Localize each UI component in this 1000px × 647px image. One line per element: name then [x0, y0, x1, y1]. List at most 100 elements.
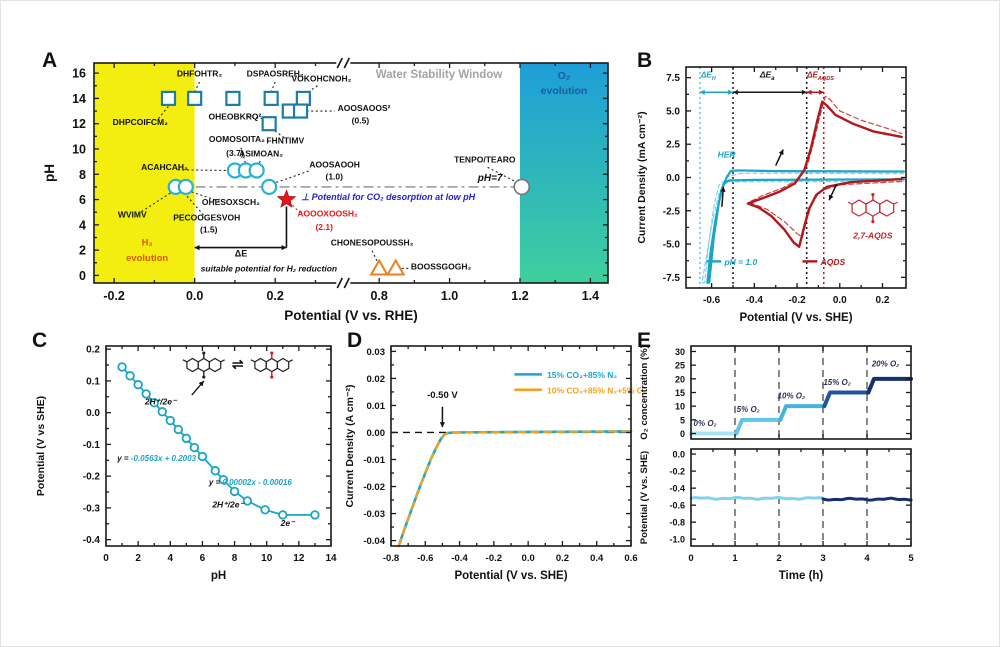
data-marker-circle — [210, 466, 220, 476]
annotation-label: CHONESOPOUSSH₂ — [331, 238, 414, 248]
y-tick-label: 20 — [675, 374, 685, 384]
y-tick-label: -0.3 — [83, 503, 101, 514]
x-axis-title: pH — [211, 570, 226, 582]
leader-line — [292, 204, 301, 214]
y-tick-label: 0.00 — [367, 428, 386, 439]
y-tick-label: 25 — [675, 361, 685, 371]
leader-line — [270, 81, 276, 93]
x-tick-label: -0.6 — [417, 553, 433, 564]
x-tick-label: -0.4 — [451, 553, 468, 564]
axis-break-slash — [336, 277, 344, 289]
data-marker-circle — [117, 362, 127, 372]
panel-b: B ΔEH ΔEa ΔEAQDS HER pH = 1.0 AQDS 2,7-AQDS -0.… — [631, 41, 996, 326]
y-tick-label: -0.4 — [83, 535, 101, 546]
molecule-ring — [865, 199, 881, 217]
x-tick-label: 10 — [261, 553, 273, 564]
leader-line — [246, 115, 267, 120]
arrowhead — [801, 89, 807, 95]
annotation-label: OOMOSOITA₂ — [209, 134, 265, 144]
y-tick-label: 6 — [79, 193, 86, 207]
annotation-label: ΔEH — [700, 71, 717, 83]
y-tick-label: -7.5 — [663, 273, 681, 284]
annotation-label: ΔEa — [759, 70, 775, 83]
y-tick-label: 4 — [79, 218, 86, 232]
x-tick-label: -0.4 — [746, 295, 764, 306]
y-tick-label: -5.0 — [663, 240, 681, 251]
x-tick-label: 0.6 — [624, 553, 637, 564]
annotation-label: O₂ — [558, 70, 571, 82]
y-tick-label: -0.02 — [363, 482, 385, 493]
plot-frame — [105, 345, 332, 547]
panel-a: A DHFOHTR₂ DSPAOSREH₂ VOKOHCNOH₂ DHPCOIFCM₂… — [36, 41, 631, 326]
data-marker-circle — [141, 389, 151, 399]
data-marker-square — [160, 90, 177, 107]
y-tick-label: -1.0 — [669, 535, 685, 545]
y-tick-label: 0.03 — [367, 347, 386, 358]
o2-evolution-region — [519, 63, 608, 283]
oxygen-atom — [202, 351, 206, 355]
arrowhead — [194, 245, 200, 251]
annotation-label: ASIMOAN₂ — [239, 149, 283, 159]
oxygen-atom — [871, 193, 875, 197]
x-tick-label: 4 — [168, 553, 174, 564]
arrowhead — [720, 186, 726, 192]
annotation-label: OHEOBKRQ² — [208, 111, 261, 121]
x-tick-label: 0.2 — [556, 553, 569, 564]
annotation-label: H₂ — [142, 238, 153, 249]
x-tick-label: 3 — [820, 553, 825, 564]
y-axis-title: O₂ concentration (%) — [639, 345, 650, 439]
annotation-label: HER — [718, 150, 737, 160]
fit-equation: y = -0.0563x + 0.2003 — [116, 454, 196, 463]
molecule-ring — [186, 357, 199, 373]
annotation-label: DSPAOSREH₂ — [247, 68, 304, 78]
y-axis-title: pH — [42, 164, 57, 182]
oxygen-atom — [871, 220, 875, 224]
onset-potential-label: -0.50 V — [427, 390, 458, 401]
y-tick-label: 14 — [72, 92, 86, 106]
o2-step-5 — [734, 417, 783, 436]
plot-frame — [685, 66, 907, 289]
annotation-label: AOOSAOOS² — [338, 103, 391, 113]
y-tick-label: 5.0 — [666, 106, 680, 117]
leader-line — [487, 166, 518, 183]
x-tick-label: 2 — [776, 553, 781, 564]
y-axis-title: Potential (V vs SHE) — [35, 396, 47, 496]
arrowhead — [699, 89, 705, 95]
annotation-label: (2.1) — [315, 222, 333, 232]
x-tick-label: 4 — [864, 553, 870, 564]
y-tick-label: 7.5 — [666, 73, 680, 84]
o2-step-label: 15% O₂ — [823, 378, 851, 387]
x-tick-label: 6 — [200, 553, 206, 564]
x-tick-label: 14 — [325, 553, 337, 564]
axis-break-slash — [336, 57, 344, 69]
arrowhead — [778, 149, 784, 156]
equilibrium-arrow: ⇌ — [232, 356, 244, 372]
substituent-bond — [288, 359, 293, 363]
annotation-label: (3.7) — [226, 148, 244, 158]
data-marker-square — [225, 90, 241, 107]
panel-c: C y = -0.0563x + 0.2003 y = 0.00002x - 0.… — [26, 321, 341, 596]
data-marker-circle — [248, 162, 265, 179]
y-tick-label: 0.1 — [86, 376, 100, 387]
x-tick-label: -0.8 — [383, 553, 399, 564]
annotation-label: (1.0) — [326, 171, 344, 181]
x-tick-label: 0.0 — [522, 553, 535, 564]
h2-evolution-region — [94, 63, 195, 283]
y-tick-label: 8 — [79, 168, 86, 182]
molecule-ring — [851, 199, 867, 217]
legend-label: 10% CO₂+85% N₂+5% O₂ — [547, 385, 641, 395]
x-tick-label: 0.2 — [876, 295, 890, 306]
oxygen-atom — [202, 375, 206, 379]
annotation-label: evolution — [541, 85, 588, 97]
potential-early — [689, 495, 825, 501]
molecule-ring — [265, 357, 278, 373]
data-marker-circle — [310, 510, 320, 520]
panel-c-label: C — [32, 329, 48, 352]
y-axis-title: Current Density (mA cm⁻²) — [636, 111, 648, 243]
data-marker-circle — [261, 178, 278, 196]
x-tick-label: 1 — [732, 553, 738, 564]
x-axis-title: Potential (V vs. SHE) — [454, 570, 567, 582]
o2-step-15 — [822, 390, 871, 409]
y-tick-label: 2.5 — [666, 140, 680, 151]
